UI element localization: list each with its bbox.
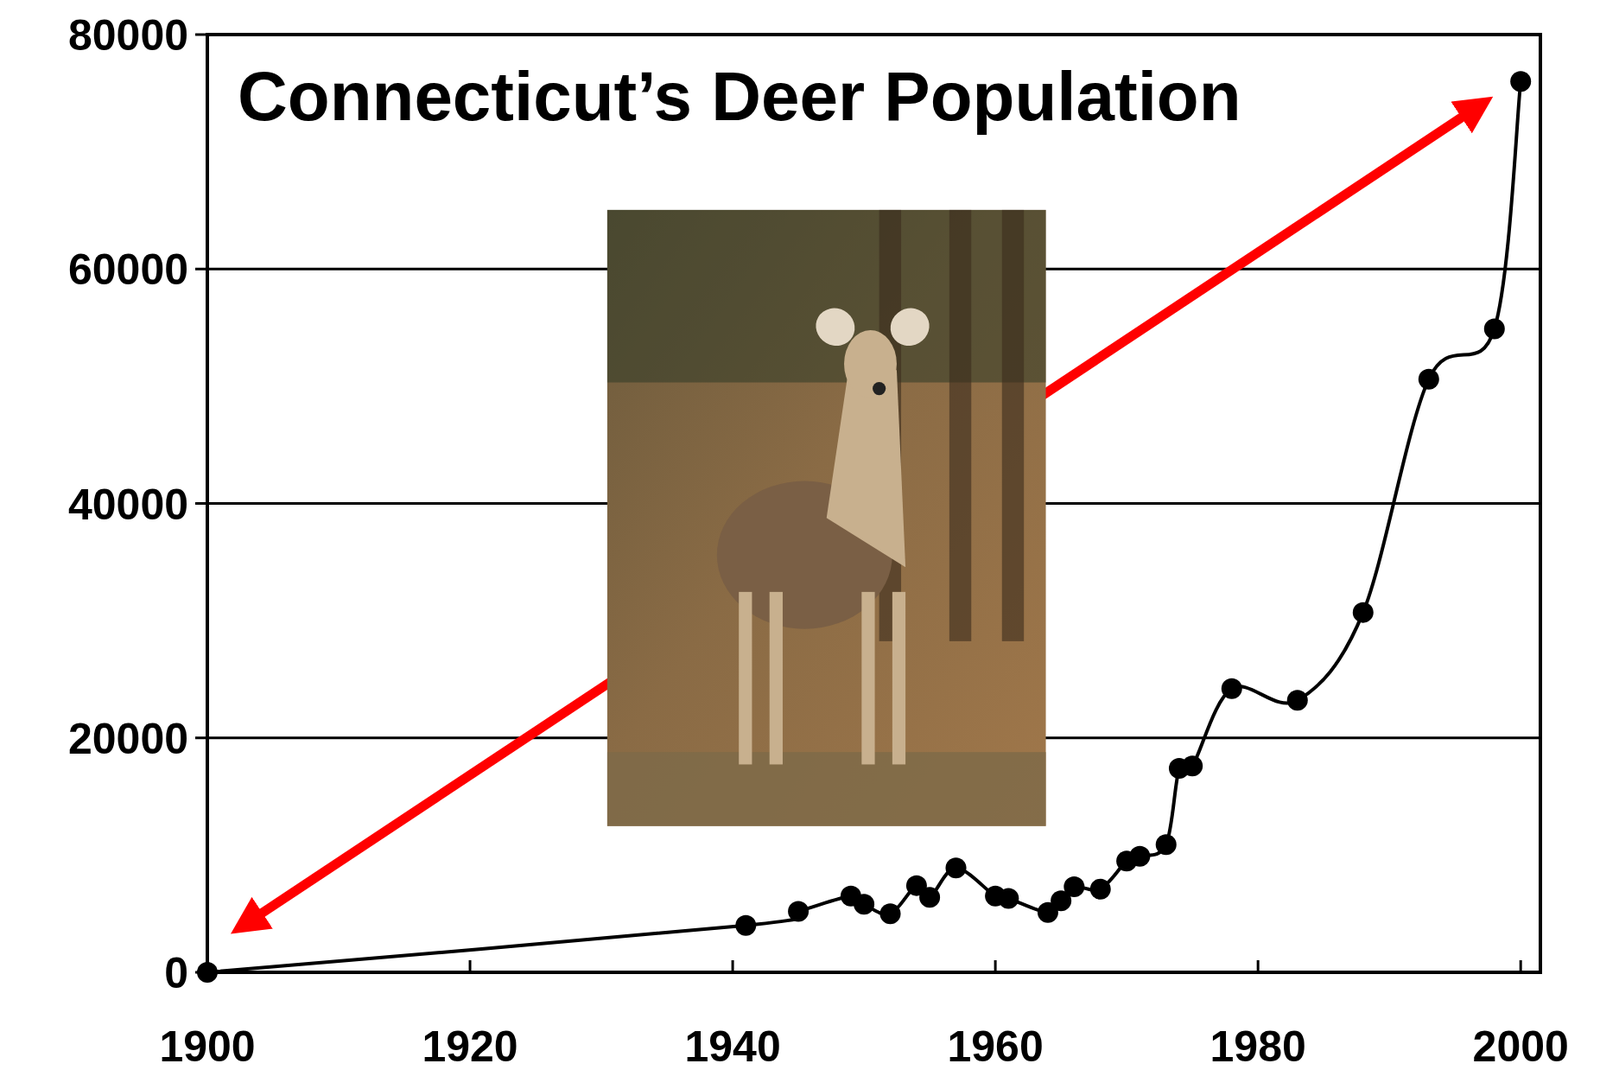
y-tick	[195, 33, 208, 37]
y-tick-label: 60000	[68, 245, 189, 294]
x-tick	[1257, 959, 1260, 972]
x-tick-label: 2000	[1473, 1022, 1569, 1071]
y-tick	[195, 267, 208, 271]
data-point	[919, 886, 940, 908]
y-tick-label: 40000	[68, 480, 189, 529]
y-tick	[195, 501, 208, 505]
data-point	[1352, 602, 1374, 623]
data-point	[1510, 70, 1531, 92]
data-group	[196, 70, 1531, 983]
data-point	[1090, 878, 1112, 900]
data-point	[735, 914, 756, 936]
data-line	[207, 81, 1521, 972]
data-point	[853, 893, 875, 915]
data-point	[1221, 678, 1243, 699]
data-point	[1484, 317, 1505, 339]
data-point	[997, 888, 1019, 909]
y-tick-label: 20000	[68, 714, 189, 763]
x-tick	[731, 959, 735, 972]
data-point	[787, 900, 809, 921]
data-point	[1418, 368, 1440, 390]
x-tick	[469, 959, 472, 972]
x-tick-label: 1920	[421, 1022, 518, 1071]
chart: 0 20000 40000 60000 80000 1900 1920 1940 1960 198…	[0, 0, 1600, 1089]
chart-title: Connecticut’s Deer Population	[237, 57, 1242, 135]
plot-frame	[207, 34, 1541, 972]
data-point	[1129, 845, 1150, 867]
deer-photo	[607, 209, 1047, 826]
chart-root: 0 20000 40000 60000 80000 1900 1920 1940 1960 198…	[0, 0, 1600, 1089]
x-tick-label: 1960	[947, 1022, 1044, 1071]
data-point	[880, 902, 902, 924]
trend-arrow	[243, 104, 1481, 925]
data-point	[1181, 755, 1203, 776]
data-point	[1063, 876, 1085, 897]
y-tick-label: 0	[164, 948, 189, 997]
data-point	[1155, 833, 1177, 855]
x-tick-label: 1980	[1210, 1022, 1307, 1071]
x-tick-label: 1900	[158, 1022, 255, 1071]
y-tick	[195, 736, 208, 739]
y-tick-label: 80000	[68, 11, 189, 60]
data-point	[1287, 689, 1308, 711]
x-tick	[1519, 959, 1523, 972]
data-point	[946, 857, 967, 878]
data-point	[196, 961, 218, 983]
x-tick-label: 1940	[684, 1022, 781, 1071]
x-tick	[994, 959, 997, 972]
